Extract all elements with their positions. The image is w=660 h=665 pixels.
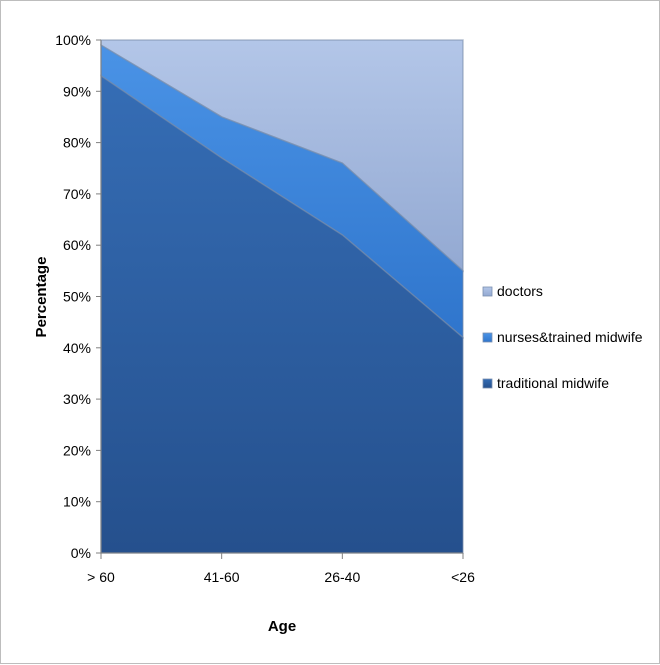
- y-tick-label: 10%: [63, 494, 91, 510]
- y-tick-label: 100%: [55, 32, 91, 48]
- x-axis-title: Age: [268, 618, 296, 635]
- legend-label-doctors: doctors: [497, 283, 543, 299]
- y-tick-label: 60%: [63, 237, 91, 253]
- y-tick-label: 0%: [71, 545, 91, 561]
- y-tick-label: 90%: [63, 83, 91, 99]
- x-tick-label: 26-40: [324, 569, 360, 585]
- series-areas: [100, 39, 464, 554]
- y-axis-title: Percentage: [33, 257, 50, 338]
- x-tick-label: 41-60: [204, 569, 240, 585]
- x-tick-label: > 60: [87, 569, 115, 585]
- legend-label-nurses-trained-midwife: nurses&trained midwife: [497, 329, 643, 345]
- y-tick-labels: 0% 10% 20% 30% 40% 50% 60% 70% 80% 90% 100%: [55, 32, 101, 561]
- x-tick-labels: > 60 41-60 26-40 <26: [87, 553, 475, 585]
- y-tick-label: 80%: [63, 135, 91, 151]
- y-tick-label: 70%: [63, 186, 91, 202]
- legend: doctors nurses&trained midwife traditional…: [482, 283, 643, 391]
- legend-label-traditional-midwife: traditional midwife: [497, 375, 609, 391]
- legend-swatch-doctors: [482, 286, 493, 297]
- y-tick-label: 20%: [63, 442, 91, 458]
- y-tick-label: 50%: [63, 289, 91, 305]
- legend-swatch-traditional-midwife: [482, 378, 493, 389]
- y-tick-label: 30%: [63, 391, 91, 407]
- y-tick-label: 40%: [63, 340, 91, 356]
- x-tick-label: <26: [451, 569, 475, 585]
- legend-swatch-nurses-trained-midwife: [482, 332, 493, 343]
